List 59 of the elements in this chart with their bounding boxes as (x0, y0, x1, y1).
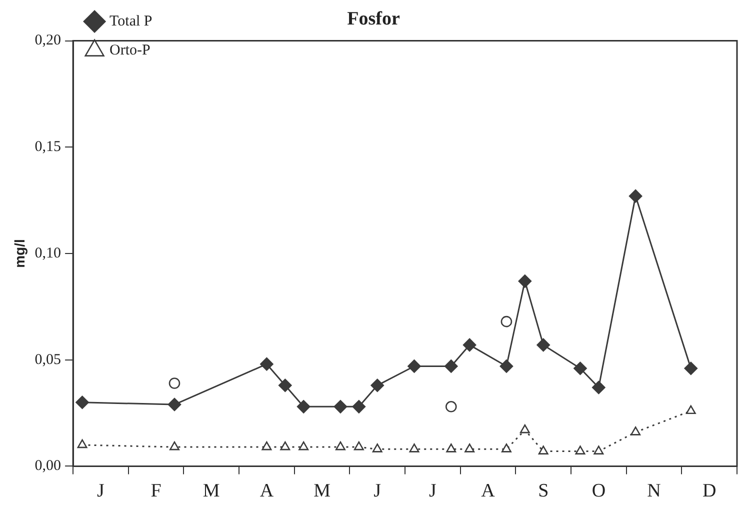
legend-label: Total P (110, 13, 152, 30)
point (296, 400, 310, 414)
point (518, 274, 532, 288)
x-tick-label: A (481, 480, 496, 502)
y-axis-title: mg/l (11, 239, 28, 268)
point (574, 362, 587, 376)
chart-title: Fosfor (347, 8, 400, 30)
point (352, 400, 366, 414)
y-tick-label: 0,05 (34, 352, 62, 368)
x-tick-label: J (374, 480, 382, 502)
point (408, 360, 421, 373)
point (592, 380, 606, 394)
point (168, 398, 182, 412)
legend-label: Orto-P (110, 42, 150, 58)
point (354, 441, 364, 450)
point (500, 316, 512, 328)
x-tick-label: J (428, 480, 436, 502)
point (280, 441, 290, 450)
y-tick-label: 0,10 (34, 245, 62, 262)
point (684, 362, 698, 376)
point (630, 426, 641, 436)
point (464, 444, 475, 452)
point (444, 360, 458, 373)
x-tick-label: A (260, 480, 274, 502)
y-tick-label: 0,00 (34, 458, 62, 474)
point (520, 424, 530, 434)
x-tick-label: D (702, 480, 716, 502)
x-tick-label: O (592, 480, 606, 502)
x-tick-label: S (538, 480, 549, 502)
point (170, 441, 180, 450)
point (262, 441, 272, 450)
point (594, 446, 604, 454)
point (334, 400, 348, 414)
point (77, 439, 88, 448)
point (501, 444, 512, 452)
point (372, 444, 382, 452)
point (370, 378, 384, 392)
point (462, 338, 476, 352)
point (500, 360, 514, 373)
point (76, 396, 89, 410)
point (409, 444, 420, 452)
point (536, 338, 550, 352)
point (168, 378, 180, 389)
point (575, 446, 586, 454)
point (260, 357, 274, 371)
point (686, 405, 696, 414)
x-tick-label: M (314, 480, 331, 502)
point (278, 378, 292, 392)
y-tick-label: 0,20 (34, 32, 62, 49)
point (335, 441, 346, 450)
point (445, 400, 457, 412)
point (298, 441, 309, 450)
y-tick-label: 0,15 (34, 139, 62, 156)
x-tick-label: J (97, 480, 104, 502)
x-tick-label: M (202, 480, 220, 502)
x-tick-label: F (150, 480, 162, 502)
point (538, 446, 548, 454)
x-tick-label: N (647, 480, 662, 502)
point (446, 444, 456, 452)
